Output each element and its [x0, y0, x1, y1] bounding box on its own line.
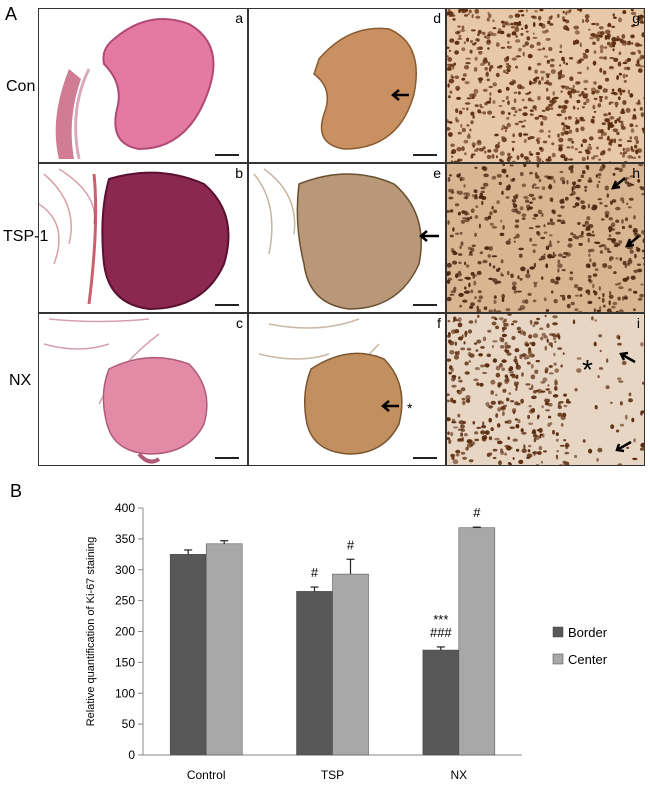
row-label-con: Con	[6, 78, 36, 95]
legend-label-border: Border	[568, 625, 608, 640]
micrograph-ki67-nx-zoom: * i	[446, 313, 645, 466]
scale-bar	[215, 457, 239, 459]
y-tick-label: 50	[122, 717, 136, 731]
bar-center-control	[205, 543, 243, 756]
bar-center-nx	[458, 527, 496, 756]
panel-a-label: A	[5, 4, 18, 24]
cell-letter-g: g	[632, 10, 640, 26]
micrograph-ki67-tsp1: e	[248, 163, 446, 313]
micrograph-ki67-control-zoom: g	[446, 8, 645, 163]
significance-mark: #	[347, 537, 355, 552]
cell-letter-e: e	[433, 165, 441, 181]
scale-bar	[413, 457, 437, 459]
significance-mark: ***	[433, 612, 448, 627]
y-tick-label: 300	[115, 563, 135, 577]
micrograph-ki67-control: d	[248, 8, 446, 163]
y-tick-label: 0	[128, 748, 135, 762]
cell-letter-a: a	[235, 10, 243, 26]
asterisk-mark-zoom: *	[582, 354, 593, 385]
significance-mark: #	[473, 505, 481, 520]
y-tick-label: 150	[115, 655, 135, 669]
cell-letter-h: h	[632, 165, 640, 181]
legend-label-center: Center	[568, 652, 608, 667]
y-tick-label: 250	[115, 594, 135, 608]
scale-bar	[413, 304, 437, 306]
x-tick-label-nx: NX	[450, 768, 467, 782]
legend-swatch-border	[552, 626, 564, 638]
legend-swatch-center	[552, 653, 564, 665]
micrograph-ki67-nx: * f	[248, 313, 446, 466]
row-label-nx: NX	[9, 372, 32, 389]
y-axis-label: Relative quantification of Ki-67 stainin…	[85, 537, 97, 727]
cell-letter-d: d	[433, 10, 441, 26]
bar-border-tsp	[296, 591, 333, 756]
asterisk-mark: *	[407, 400, 413, 416]
micrograph-he-control: a	[38, 8, 248, 163]
x-tick-label-tsp: TSP	[321, 768, 344, 782]
cell-letter-c: c	[236, 315, 243, 331]
micrograph-ki67-tsp1-zoom: h	[446, 163, 645, 313]
micrograph-grid: a d g b e	[38, 8, 645, 466]
significance-mark: #	[311, 565, 319, 580]
scale-bar	[215, 304, 239, 306]
micrograph-he-tsp1: b	[38, 163, 248, 313]
scale-bar	[413, 154, 437, 156]
y-tick-label: 350	[115, 532, 135, 546]
bar-border-nx	[422, 649, 460, 756]
y-tick-label: 400	[115, 501, 135, 515]
row-label-tsp1: TSP-1	[3, 228, 49, 245]
panel-b-label: B	[10, 481, 23, 501]
y-tick-label: 200	[115, 625, 135, 639]
cell-letter-i: i	[636, 315, 640, 331]
cell-letter-f: f	[437, 315, 441, 331]
scale-bar	[215, 154, 239, 156]
y-tick-label: 100	[115, 686, 135, 700]
cell-letter-b: b	[235, 165, 243, 181]
bar-border-control	[169, 554, 207, 756]
bar-center-tsp	[332, 573, 369, 756]
x-tick-label-control: Control	[187, 768, 226, 782]
significance-mark: ###	[430, 625, 452, 640]
micrograph-he-nx: c	[38, 313, 248, 466]
